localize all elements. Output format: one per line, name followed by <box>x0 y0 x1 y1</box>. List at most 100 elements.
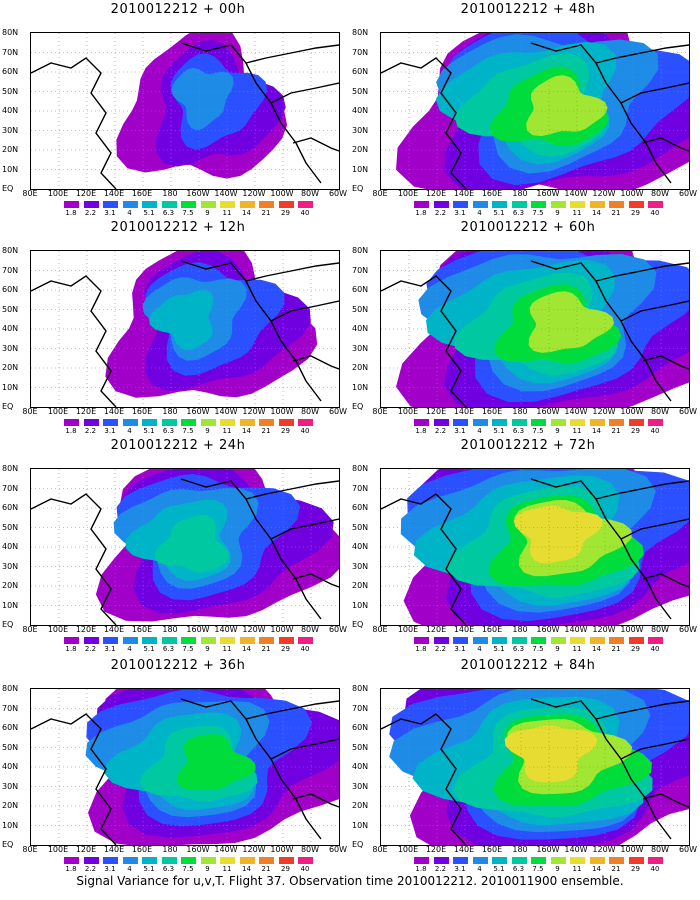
colorbar-label: 2.2 <box>84 865 97 873</box>
colorbar-swatch <box>492 637 507 644</box>
colorbar-label: 9 <box>205 209 210 217</box>
coastline <box>642 137 689 152</box>
lat-tick-label: 20N <box>352 801 369 810</box>
coastline <box>245 700 339 720</box>
lat-tick-label: 80N <box>352 28 369 37</box>
lon-tick-label: 120E <box>75 189 97 198</box>
lat-tick-label: 30N <box>352 125 369 135</box>
lat-tick-label: 50N <box>352 304 369 314</box>
lat-tick-label: EQ <box>2 620 14 629</box>
colorbar-swatch <box>414 419 429 426</box>
lon-tick-label: 140E <box>453 845 475 854</box>
lat-tick-label: 30N <box>2 125 19 135</box>
colorbar-swatch <box>628 857 644 864</box>
colorbar-label: 9 <box>205 645 210 653</box>
lat-tick-label: 20N <box>2 363 19 372</box>
colorbar-swatch <box>433 857 449 864</box>
colorbar-swatch <box>278 857 294 864</box>
colorbar-label: 11 <box>222 209 232 217</box>
colorbar-label: 40 <box>300 427 310 435</box>
lat-tick-label: 80N <box>352 464 369 473</box>
colorbar-swatch <box>433 637 449 644</box>
colorbar-label: 21 <box>611 209 621 217</box>
lat-tick-label: EQ <box>352 402 364 411</box>
lon-tick-label: 160E <box>131 407 153 416</box>
variance-contour <box>504 725 598 783</box>
coastline <box>245 480 339 500</box>
colorbar-label: 11 <box>572 427 582 435</box>
colorbar-label: 21 <box>611 427 621 435</box>
coastline <box>381 57 467 189</box>
colorbar-label: 6.3 <box>512 427 525 435</box>
colorbar-swatch <box>239 857 255 864</box>
lat-tick-label: 30N <box>2 343 19 353</box>
lon-tick-label: 180 <box>162 407 178 416</box>
colorbar-label: 9 <box>205 865 210 873</box>
variance-map <box>380 32 690 190</box>
colorbar: 1.8 2.2 3.1 4 5.1 6.3 7.5 9 11 14 21 29 40 <box>414 857 676 873</box>
lat-tick-label: 60N <box>2 67 19 76</box>
panel-title: 2010012212 + 48h <box>460 2 596 17</box>
panel-title: 2010012212 + 36h <box>110 658 246 673</box>
coastline <box>530 260 672 402</box>
colorbar-swatch <box>181 419 196 426</box>
colorbar-swatch <box>298 419 313 426</box>
lat-tick-label: 60N <box>352 67 369 76</box>
lon-tick-label: 160W <box>186 625 210 634</box>
lon-tick-label: 100W <box>270 407 294 416</box>
colorbar-swatch <box>414 201 429 208</box>
coastline <box>270 82 339 104</box>
coastline <box>595 262 689 282</box>
variance-contour <box>526 75 608 137</box>
colorbar-swatch <box>531 201 546 208</box>
panel-title: 2010012212 + 24h <box>110 438 246 453</box>
lat-tick-label: 40N <box>2 106 19 115</box>
lon-tick-label: 140W <box>564 189 588 198</box>
variance-contour <box>171 67 234 131</box>
colorbar-swatch <box>570 637 585 644</box>
lat-tick-label: 70N <box>352 47 369 57</box>
lon-tick-label: 160E <box>481 189 503 198</box>
colorbar-label: 4 <box>477 427 482 435</box>
lon-tick-label: 100W <box>270 845 294 854</box>
lon-tick-label: 120E <box>75 625 97 634</box>
colorbar-swatch <box>181 201 196 208</box>
lon-tick-label: 160W <box>536 407 560 416</box>
lon-tick-label: 140W <box>214 845 238 854</box>
colorbar-label: 5.1 <box>493 865 505 873</box>
variance-contour <box>176 734 256 790</box>
colorbar-swatch <box>609 857 624 864</box>
colorbar: 1.8 2.2 3.1 4 5.1 6.3 7.5 9 11 14 21 29 40 <box>414 637 676 653</box>
lon-tick-label: 140W <box>214 625 238 634</box>
colorbar-swatch <box>609 201 624 208</box>
lat-tick-label: 70N <box>2 703 19 713</box>
lat-tick-label: 60N <box>352 503 369 512</box>
lon-tick-label: 120E <box>425 625 447 634</box>
lon-tick-label: 60W <box>678 189 698 198</box>
colorbar-swatch <box>142 857 157 864</box>
colorbar-swatch <box>200 201 216 208</box>
lon-tick-label: 180 <box>162 189 178 198</box>
colorbar-swatch <box>278 419 294 426</box>
colorbar-swatch <box>220 419 235 426</box>
colorbar-label: 11 <box>572 865 582 873</box>
colorbar-label: 4 <box>127 427 132 435</box>
colorbar-swatch <box>570 201 585 208</box>
lon-tick-label: 60W <box>678 407 698 416</box>
colorbar-swatch <box>570 857 585 864</box>
colorbar-swatch <box>511 201 527 208</box>
lat-tick-label: 30N <box>352 561 369 571</box>
colorbar-swatch <box>83 419 99 426</box>
colorbar: 1.8 2.2 3.1 4 5.1 6.3 7.5 9 11 14 21 29 40 <box>414 201 676 217</box>
lon-tick-label: 160E <box>131 625 153 634</box>
colorbar-label: 21 <box>261 209 271 217</box>
lon-tick-label: 140W <box>564 625 588 634</box>
colorbar-swatch <box>609 419 624 426</box>
lat-tick-label: 10N <box>352 164 369 174</box>
colorbar-swatch <box>259 419 274 426</box>
lon-tick-label: 80E <box>372 407 388 416</box>
colorbar-swatch <box>550 419 566 426</box>
colorbar-label: 21 <box>261 427 271 435</box>
lon-tick-label: 80W <box>300 407 320 416</box>
lat-tick-label: 70N <box>352 265 369 275</box>
